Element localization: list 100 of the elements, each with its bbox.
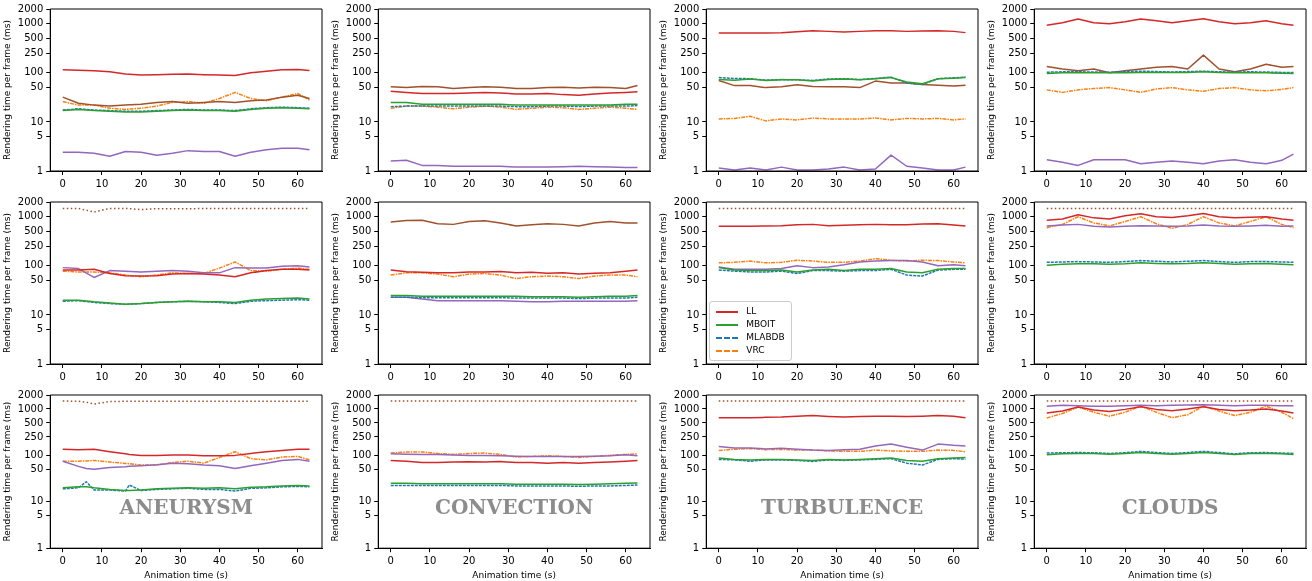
y-tick-label: 500 <box>352 416 372 428</box>
x-tick-label: 40 <box>869 177 882 189</box>
x-tick-label: 20 <box>1118 177 1132 189</box>
y-tick-label: 250 <box>680 239 700 251</box>
y-tick-label: 100 <box>352 448 372 460</box>
y-tick-label: 1 <box>692 357 700 369</box>
x-tick-label: 20 <box>134 370 148 382</box>
y-tick-label: 500 <box>1008 225 1028 237</box>
y-tick-label: 50 <box>1014 274 1028 286</box>
y-tick-label: 50 <box>358 274 372 286</box>
annotation: ANEURYSM <box>118 494 253 519</box>
x-tick-label: 30 <box>501 370 515 382</box>
y-tick-label: 5 <box>692 130 700 142</box>
y-tick-label: 10 <box>358 308 372 320</box>
x-tick-label: 60 <box>1275 554 1289 566</box>
x-tick-label: 10 <box>95 370 109 382</box>
y-tick-label: 2000 <box>17 388 44 400</box>
y-tick-label: 5 <box>692 509 700 521</box>
y-tick-label: 500 <box>1008 32 1028 44</box>
y-axis-title: Rendering time per frame (ms) <box>1 213 12 353</box>
y-tick-label: 10 <box>1014 115 1028 127</box>
y-tick-label: 50 <box>686 274 700 286</box>
x-tick-label: 0 <box>387 370 394 382</box>
line-series <box>718 268 967 277</box>
x-tick-label: 20 <box>790 554 804 566</box>
x-tick-label: 60 <box>291 177 305 189</box>
line-series <box>62 261 311 278</box>
x-tick-label: 40 <box>541 554 554 566</box>
x-tick-label: 0 <box>1043 554 1050 566</box>
x-tick-label: 60 <box>1275 370 1289 382</box>
x-tick-label: 20 <box>462 370 476 382</box>
y-axis-title: Rendering time per frame (ms) <box>329 20 340 160</box>
line-series <box>1046 405 1295 420</box>
x-tick-label: 20 <box>134 177 148 189</box>
y-tick-label: 1000 <box>673 210 700 222</box>
y-tick-label: 250 <box>680 46 700 58</box>
y-tick-label: 1 <box>36 357 44 369</box>
x-tick-label: 60 <box>619 554 633 566</box>
y-tick-label: 2000 <box>1001 388 1028 400</box>
y-tick-label: 5 <box>1020 509 1028 521</box>
line-series <box>718 457 967 466</box>
y-tick-label: 250 <box>24 430 44 442</box>
annotation: CLOUDS <box>1121 494 1219 519</box>
y-tick-label: 5 <box>36 130 44 142</box>
x-tick-label: 30 <box>829 554 843 566</box>
y-tick-label: 1000 <box>17 402 44 414</box>
y-tick-label: 2000 <box>17 2 44 14</box>
x-tick-label: 20 <box>1118 554 1132 566</box>
x-tick-label: 0 <box>715 554 722 566</box>
y-axis-title: Rendering time per frame (ms) <box>985 401 996 542</box>
y-tick-label: 100 <box>1008 448 1028 460</box>
x-tick-label: 20 <box>462 177 476 189</box>
x-tick-label: 50 <box>908 370 921 382</box>
y-tick-label: 2000 <box>1001 2 1028 14</box>
y-tick-label: 250 <box>1008 239 1028 251</box>
x-axis-title: Animation time (s) <box>800 569 884 580</box>
y-tick-label: 250 <box>1008 46 1028 58</box>
y-tick-label: 1000 <box>345 402 372 414</box>
x-tick-label: 10 <box>1079 177 1093 189</box>
x-tick-label: 10 <box>423 177 437 189</box>
x-tick-label: 10 <box>95 177 109 189</box>
y-tick-label: 250 <box>352 430 372 442</box>
y-tick-label: 2000 <box>345 388 372 400</box>
x-tick-label: 40 <box>1197 177 1210 189</box>
x-axis-title: Animation time (s) <box>144 569 228 580</box>
x-tick-label: 60 <box>619 177 633 189</box>
x-tick-label: 40 <box>213 370 226 382</box>
y-tick-label: 10 <box>358 115 372 127</box>
y-tick-label: 50 <box>30 81 44 93</box>
y-tick-label: 500 <box>1008 416 1028 428</box>
x-tick-label: 0 <box>59 177 66 189</box>
y-tick-label: 500 <box>680 225 700 237</box>
y-axis-title: Rendering time per frame (ms) <box>657 213 668 353</box>
y-tick-label: 1000 <box>345 17 372 29</box>
y-tick-label: 1 <box>36 541 44 553</box>
y-tick-label: 1000 <box>1001 210 1028 222</box>
x-tick-label: 30 <box>173 177 187 189</box>
x-tick-label: 30 <box>173 554 187 566</box>
y-tick-label: 1000 <box>673 17 700 29</box>
x-tick-label: 40 <box>1197 370 1210 382</box>
x-tick-label: 50 <box>580 177 593 189</box>
x-tick-label: 10 <box>751 177 765 189</box>
legend-label: MBOIT <box>746 318 776 331</box>
y-axis-title: Rendering time per frame (ms) <box>985 20 996 160</box>
y-tick-label: 5 <box>1020 323 1028 335</box>
y-tick-label: 1 <box>692 164 700 176</box>
x-tick-label: 30 <box>501 554 515 566</box>
y-tick-label: 500 <box>24 225 44 237</box>
y-tick-label: 50 <box>1014 462 1028 474</box>
y-tick-label: 100 <box>352 259 372 271</box>
y-tick-label: 1 <box>1020 357 1028 369</box>
y-tick-label: 10 <box>30 308 44 320</box>
y-axis-title: Rendering time per frame (ms) <box>329 213 340 353</box>
y-tick-label: 50 <box>358 81 372 93</box>
y-tick-label: 100 <box>1008 66 1028 78</box>
y-tick-label: 10 <box>686 308 700 320</box>
y-tick-label: 250 <box>680 430 700 442</box>
y-axis-title: Rendering time per frame (ms) <box>1 20 12 160</box>
x-tick-label: 50 <box>580 554 593 566</box>
y-tick-label: 10 <box>1014 308 1028 320</box>
